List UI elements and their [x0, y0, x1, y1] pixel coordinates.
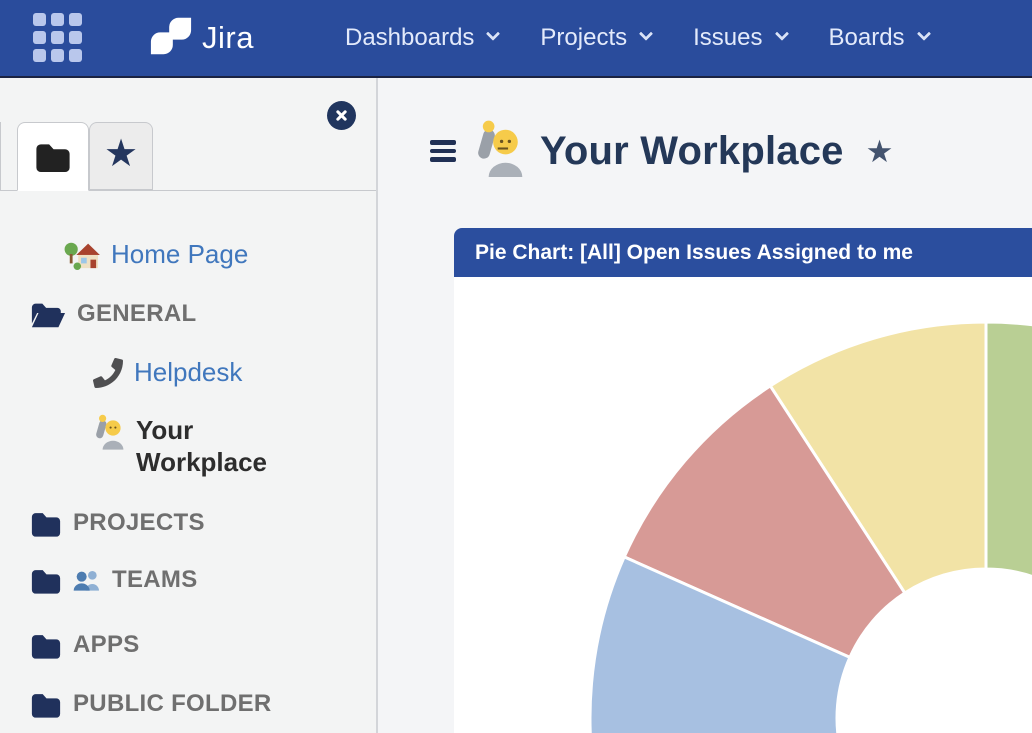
chevron-down-icon — [639, 26, 654, 41]
grid-dot — [51, 13, 64, 26]
sidebar-item-label: APPS — [73, 631, 140, 658]
busts-in-silhouette-icon — [73, 569, 101, 591]
sidebar-tabstrip: ★ — [0, 122, 376, 191]
pie-chart — [588, 320, 1032, 733]
page-header: Your Workplace ★ — [430, 120, 893, 182]
pie-slice-red[interactable] — [622, 383, 907, 660]
pie-slice-yellow[interactable] — [768, 320, 988, 596]
folder-icon — [30, 632, 62, 659]
hamburger-bar — [430, 157, 456, 162]
grid-dot — [33, 13, 46, 26]
nav-item-label: Boards — [828, 24, 905, 51]
sidebar-item-label: PUBLIC FOLDER — [73, 690, 272, 717]
hamburger-bar — [430, 140, 456, 145]
top-navbar: Jira Dashboards Projects Issues Boards — [0, 0, 1032, 78]
pie-chart-gadget: Pie Chart: [All] Open Issues Assigned to… — [454, 228, 1032, 733]
pie-slice-green[interactable] — [984, 320, 1032, 578]
nav-item-label: Issues — [693, 24, 763, 51]
page-title: Your Workplace — [540, 128, 844, 173]
jira-logo-mark-icon — [149, 15, 193, 62]
open-folder-icon — [30, 300, 66, 328]
nav-issues[interactable]: Issues — [693, 24, 789, 52]
gadget-body — [454, 277, 1032, 733]
tab-favorites[interactable]: ★ — [89, 122, 153, 190]
navigation-sidebar: ★ Home Page GENERAL — [0, 78, 378, 733]
nav-item-label: Projects — [540, 24, 628, 51]
folder-icon — [30, 510, 62, 537]
sidebar-item-your-workplace[interactable]: Your Workplace — [93, 414, 296, 478]
sidebar-item-label: Helpdesk — [134, 357, 243, 387]
chevron-down-icon — [774, 26, 789, 41]
favorite-star-icon[interactable]: ★ — [865, 133, 894, 169]
chevron-down-icon — [486, 26, 501, 41]
house-with-garden-icon — [64, 238, 100, 270]
sidebar-item-public-folder[interactable]: PUBLIC FOLDER — [30, 690, 272, 718]
sidebar-item-teams[interactable]: TEAMS — [30, 566, 198, 594]
grid-dot — [33, 49, 46, 62]
sidebar-item-projects[interactable]: PROJECTS — [30, 509, 205, 537]
grid-dot — [33, 31, 46, 44]
hamburger-menu-icon[interactable] — [430, 140, 456, 162]
grid-dot — [69, 49, 82, 62]
grid-dot — [69, 13, 82, 26]
sidebar-item-helpdesk[interactable]: Helpdesk — [93, 357, 242, 388]
gadget-header[interactable]: Pie Chart: [All] Open Issues Assigned to… — [454, 228, 1032, 277]
close-icon — [336, 110, 347, 121]
nav-item-label: Dashboards — [345, 24, 475, 51]
pie-slice-blue[interactable] — [588, 554, 852, 733]
hamburger-bar — [430, 148, 456, 154]
sidebar-item-apps[interactable]: APPS — [30, 631, 140, 659]
nav-boards[interactable]: Boards — [828, 24, 931, 52]
jira-logo[interactable]: Jira — [149, 0, 254, 76]
person-raising-hand-icon — [473, 120, 525, 182]
grid-dot — [51, 49, 64, 62]
sidebar-item-label: GENERAL — [77, 300, 197, 327]
star-icon: ★ — [103, 133, 139, 175]
grid-dot — [51, 31, 64, 44]
folder-icon — [30, 567, 62, 594]
tab-folders[interactable] — [17, 122, 89, 191]
sidebar-item-label: Your Workplace — [136, 415, 268, 477]
main-navigation: Dashboards Projects Issues Boards — [345, 0, 931, 76]
telephone-receiver-icon — [93, 357, 123, 388]
sidebar-item-general[interactable]: GENERAL — [30, 300, 196, 328]
nav-dashboards[interactable]: Dashboards — [345, 24, 501, 52]
sidebar-item-label: TEAMS — [112, 566, 198, 593]
nav-projects[interactable]: Projects — [540, 24, 654, 52]
gadget-title: Pie Chart: [All] Open Issues Assigned to… — [475, 240, 913, 264]
app-switcher-grid-icon[interactable] — [33, 13, 82, 62]
sidebar-item-label: Home Page — [111, 238, 249, 269]
sidebar-close-button[interactable] — [327, 101, 356, 130]
sidebar-item-home-page[interactable]: Home Page — [64, 238, 248, 270]
sidebar-item-label: PROJECTS — [73, 509, 205, 536]
folder-icon — [30, 691, 62, 718]
person-raising-hand-icon — [93, 414, 125, 450]
grid-dot — [69, 31, 82, 44]
folder-icon — [36, 144, 70, 172]
chevron-down-icon — [916, 26, 931, 41]
jira-logo-text: Jira — [202, 20, 254, 55]
